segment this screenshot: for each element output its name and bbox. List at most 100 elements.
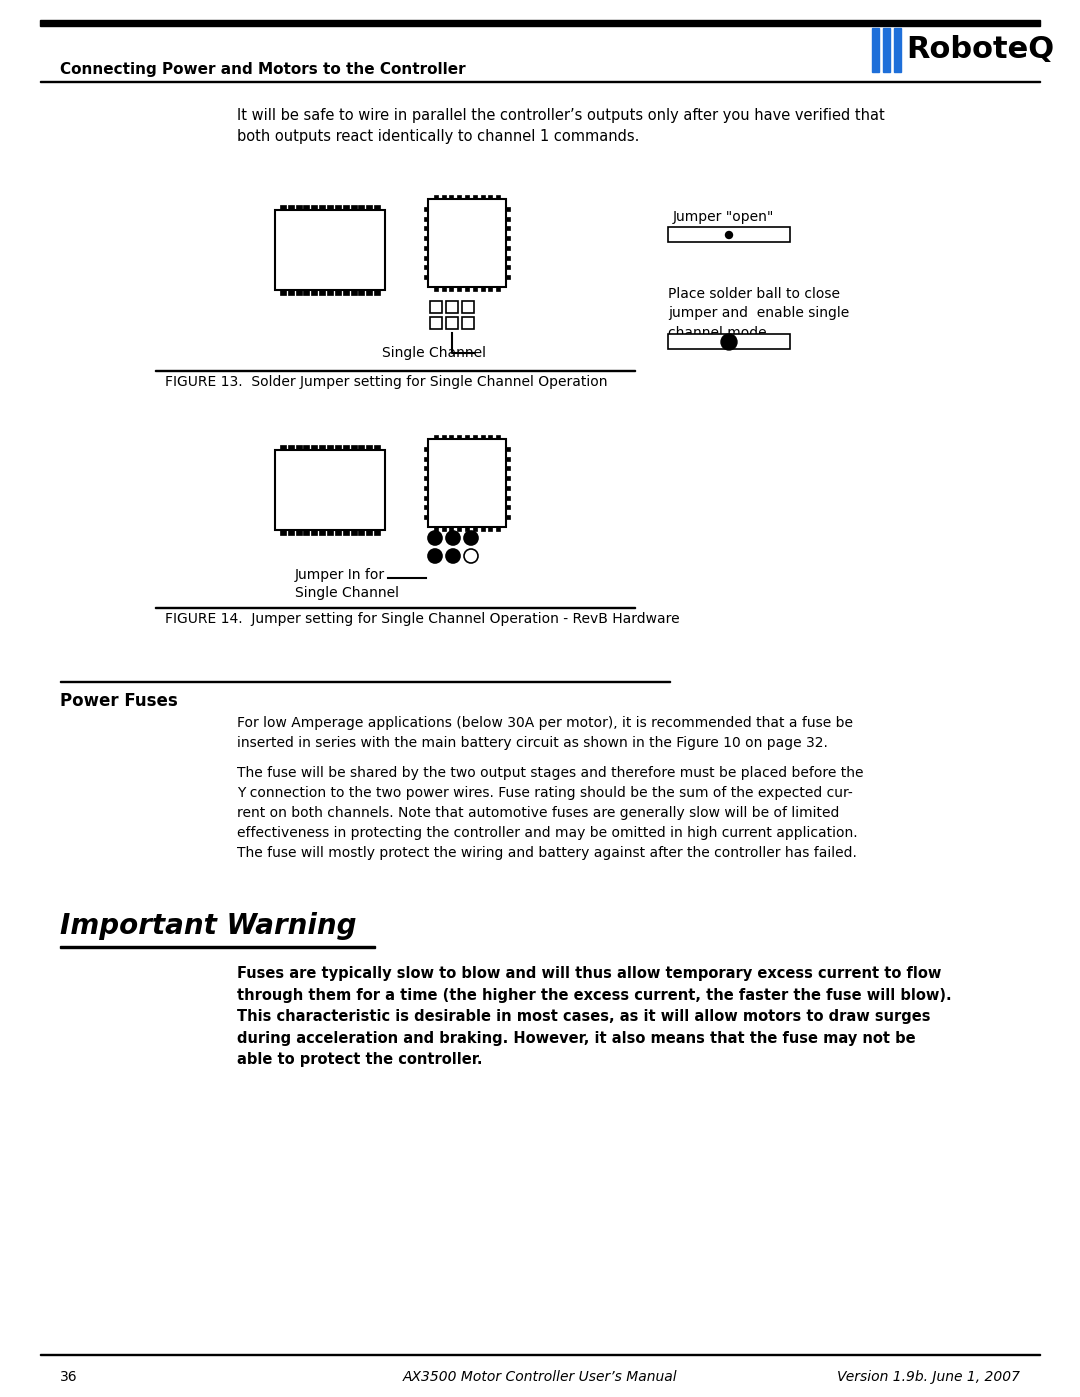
Bar xyxy=(872,28,879,73)
Bar xyxy=(507,457,510,461)
Bar xyxy=(507,467,510,471)
Bar xyxy=(507,256,510,260)
Bar xyxy=(669,226,789,242)
Text: Xilinx: Xilinx xyxy=(446,475,488,490)
Bar xyxy=(351,446,356,450)
Circle shape xyxy=(464,531,478,545)
Bar xyxy=(442,196,446,198)
Bar xyxy=(424,506,428,510)
Bar xyxy=(894,28,901,73)
Bar xyxy=(366,529,373,535)
Bar xyxy=(434,527,437,531)
Text: Connecting Power and Motors to the Controller: Connecting Power and Motors to the Contr… xyxy=(60,61,465,77)
Bar xyxy=(507,246,510,250)
Bar xyxy=(320,291,325,295)
Bar xyxy=(359,446,364,450)
Bar xyxy=(303,205,310,210)
Bar xyxy=(296,529,301,535)
Text: Fuses are typically slow to blow and will thus allow temporary excess current to: Fuses are typically slow to blow and wil… xyxy=(237,965,951,1067)
Bar xyxy=(424,486,428,490)
Bar xyxy=(507,275,510,279)
Bar xyxy=(457,286,461,291)
Text: Jumper "open": Jumper "open" xyxy=(673,210,774,224)
Bar xyxy=(430,300,442,313)
Bar xyxy=(428,198,507,286)
Bar xyxy=(351,205,356,210)
Bar xyxy=(449,196,454,198)
Bar xyxy=(287,529,294,535)
Bar xyxy=(351,291,356,295)
Bar xyxy=(481,527,485,531)
Bar xyxy=(342,205,349,210)
Bar xyxy=(40,81,1040,82)
Bar xyxy=(473,527,476,531)
Bar xyxy=(280,446,286,450)
Bar xyxy=(507,476,510,481)
Bar xyxy=(303,529,310,535)
Bar xyxy=(507,486,510,490)
Bar xyxy=(359,291,364,295)
Bar xyxy=(320,529,325,535)
Bar xyxy=(442,434,446,439)
Bar xyxy=(320,205,325,210)
Text: MCU: MCU xyxy=(312,243,348,257)
Bar xyxy=(434,196,437,198)
Bar xyxy=(507,265,510,270)
Text: MCU: MCU xyxy=(312,482,348,497)
Bar xyxy=(424,275,428,279)
Bar xyxy=(40,20,1040,27)
Bar xyxy=(434,286,437,291)
Circle shape xyxy=(428,531,442,545)
Text: The fuse will be shared by the two output stages and therefore must be placed be: The fuse will be shared by the two outpu… xyxy=(237,766,864,861)
Bar xyxy=(507,226,510,231)
Bar xyxy=(327,205,333,210)
Bar xyxy=(335,529,341,535)
Bar xyxy=(280,529,286,535)
Bar xyxy=(296,205,301,210)
Bar xyxy=(488,286,492,291)
Text: Jumper In for
Single Channel: Jumper In for Single Channel xyxy=(295,569,399,601)
Bar xyxy=(351,529,356,535)
Bar xyxy=(457,196,461,198)
Bar xyxy=(374,446,380,450)
Text: Version 1.9b. June 1, 2007: Version 1.9b. June 1, 2007 xyxy=(837,1370,1020,1384)
Bar xyxy=(366,446,373,450)
Bar xyxy=(60,680,670,682)
Bar xyxy=(424,236,428,240)
Bar xyxy=(359,529,364,535)
Bar xyxy=(481,196,485,198)
Bar xyxy=(507,496,510,500)
Circle shape xyxy=(726,232,732,239)
Bar xyxy=(473,286,476,291)
Text: 36: 36 xyxy=(60,1370,78,1384)
Bar xyxy=(424,246,428,250)
Bar xyxy=(449,527,454,531)
Bar xyxy=(473,434,476,439)
Bar xyxy=(366,291,373,295)
Bar xyxy=(424,207,428,211)
Bar xyxy=(359,205,364,210)
Bar xyxy=(320,446,325,450)
Bar xyxy=(303,446,310,450)
Bar xyxy=(280,291,286,295)
Text: AX3500 Motor Controller User’s Manual: AX3500 Motor Controller User’s Manual xyxy=(403,1370,677,1384)
Bar xyxy=(465,527,469,531)
Bar xyxy=(311,529,318,535)
Bar xyxy=(275,210,384,291)
Bar xyxy=(496,286,500,291)
Bar xyxy=(366,205,373,210)
Bar xyxy=(335,291,341,295)
Circle shape xyxy=(721,334,737,351)
Bar xyxy=(287,446,294,450)
Bar xyxy=(424,226,428,231)
Bar xyxy=(424,467,428,471)
Bar xyxy=(287,291,294,295)
Bar xyxy=(488,434,492,439)
Bar xyxy=(311,291,318,295)
Bar xyxy=(507,447,510,451)
Bar xyxy=(424,457,428,461)
Bar xyxy=(488,196,492,198)
Bar xyxy=(473,196,476,198)
Bar xyxy=(457,527,461,531)
Text: Xilinx: Xilinx xyxy=(446,236,488,250)
